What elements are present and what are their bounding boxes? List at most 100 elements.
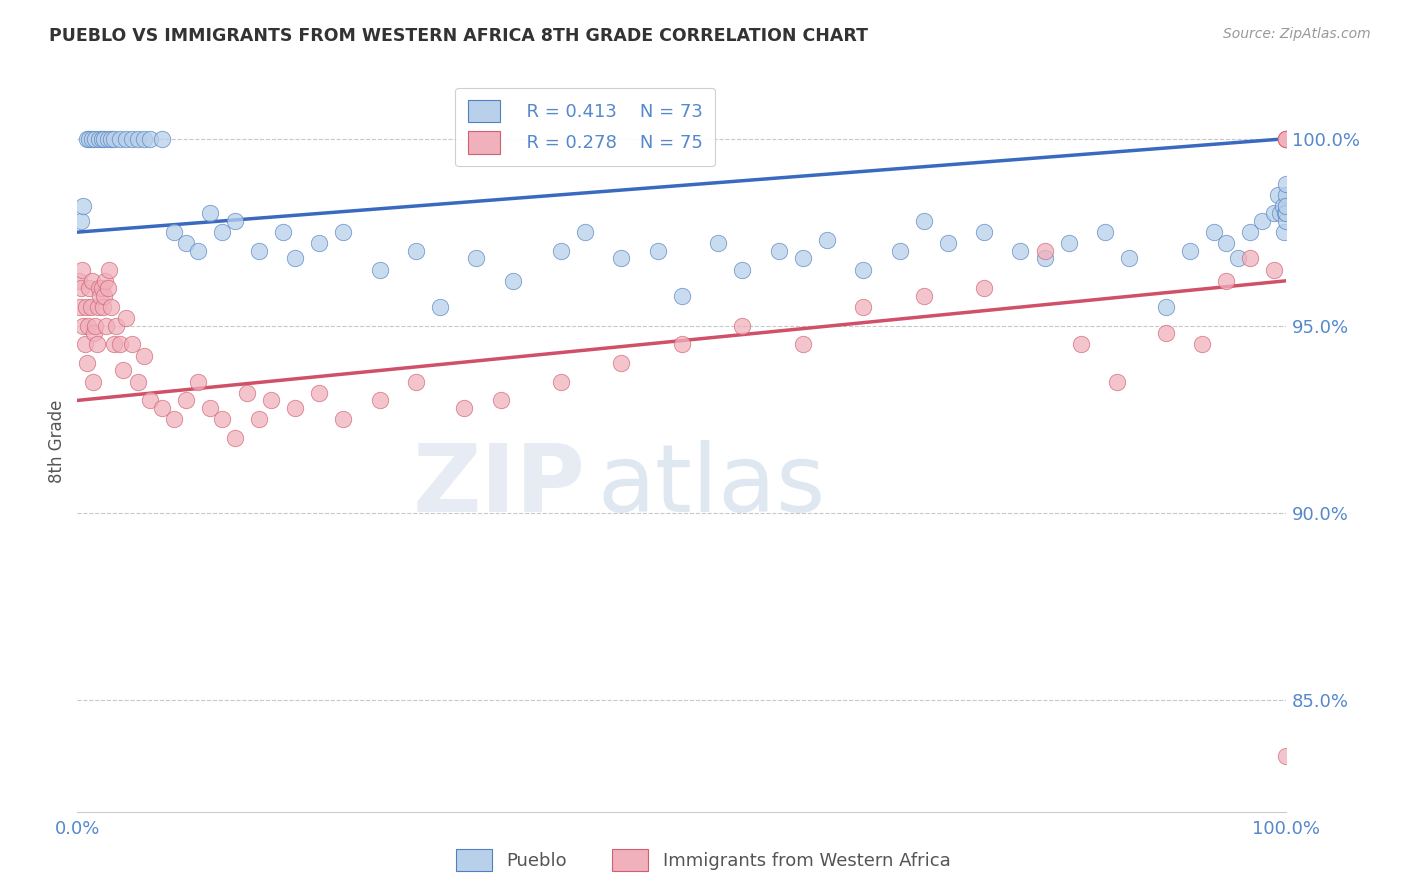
Point bbox=[247, 244, 270, 258]
Point bbox=[731, 318, 754, 333]
Point bbox=[852, 300, 875, 314]
Point bbox=[76, 356, 98, 370]
Point bbox=[87, 281, 110, 295]
Point bbox=[96, 281, 118, 295]
Point bbox=[96, 318, 118, 333]
Point bbox=[1271, 199, 1294, 213]
Point bbox=[707, 236, 730, 251]
Point bbox=[973, 281, 995, 295]
Point bbox=[108, 131, 131, 145]
Point bbox=[93, 289, 115, 303]
Point bbox=[150, 131, 173, 145]
Point bbox=[1094, 225, 1116, 239]
Point bbox=[1154, 300, 1177, 314]
Point bbox=[1070, 337, 1092, 351]
Point bbox=[550, 375, 572, 389]
Legend:   R = 0.413    N = 73,   R = 0.278    N = 75: R = 0.413 N = 73, R = 0.278 N = 75 bbox=[456, 87, 716, 166]
Point bbox=[671, 337, 693, 351]
Point bbox=[1274, 206, 1296, 220]
Point bbox=[973, 225, 995, 239]
Point bbox=[121, 131, 143, 145]
Legend: Pueblo, Immigrants from Western Africa: Pueblo, Immigrants from Western Africa bbox=[449, 842, 957, 879]
Point bbox=[100, 131, 122, 145]
Point bbox=[368, 393, 391, 408]
Point bbox=[72, 318, 94, 333]
Point bbox=[610, 356, 633, 370]
Y-axis label: 8th Grade: 8th Grade bbox=[48, 400, 66, 483]
Point bbox=[1275, 131, 1298, 145]
Point bbox=[671, 289, 693, 303]
Point bbox=[502, 274, 524, 288]
Point bbox=[79, 300, 101, 314]
Point bbox=[103, 131, 125, 145]
Point bbox=[610, 252, 633, 266]
Point bbox=[889, 244, 911, 258]
Point bbox=[1275, 131, 1298, 145]
Point bbox=[489, 393, 512, 408]
Point bbox=[1275, 131, 1298, 145]
Point bbox=[1010, 244, 1032, 258]
Point bbox=[271, 225, 294, 239]
Point bbox=[792, 252, 814, 266]
Point bbox=[84, 318, 107, 333]
Point bbox=[1118, 252, 1140, 266]
Point bbox=[70, 262, 93, 277]
Point bbox=[82, 375, 104, 389]
Point bbox=[235, 386, 257, 401]
Point bbox=[731, 262, 754, 277]
Point bbox=[1057, 236, 1080, 251]
Point bbox=[108, 337, 131, 351]
Point bbox=[574, 225, 596, 239]
Point bbox=[121, 337, 143, 351]
Point bbox=[308, 386, 330, 401]
Point bbox=[163, 225, 186, 239]
Point bbox=[89, 289, 111, 303]
Text: PUEBLO VS IMMIGRANTS FROM WESTERN AFRICA 8TH GRADE CORRELATION CHART: PUEBLO VS IMMIGRANTS FROM WESTERN AFRICA… bbox=[49, 27, 869, 45]
Point bbox=[127, 375, 149, 389]
Point bbox=[1107, 375, 1129, 389]
Point bbox=[100, 300, 122, 314]
Point bbox=[211, 225, 233, 239]
Point bbox=[77, 318, 100, 333]
Point bbox=[1154, 326, 1177, 340]
Point bbox=[453, 401, 475, 415]
Point bbox=[1251, 214, 1274, 228]
Point bbox=[174, 393, 197, 408]
Point bbox=[1275, 214, 1298, 228]
Point bbox=[1270, 206, 1292, 220]
Point bbox=[103, 337, 125, 351]
Point bbox=[84, 131, 107, 145]
Point bbox=[87, 131, 110, 145]
Point bbox=[79, 131, 101, 145]
Point bbox=[1227, 252, 1250, 266]
Text: ZIP: ZIP bbox=[412, 440, 585, 532]
Point bbox=[96, 131, 118, 145]
Point bbox=[67, 274, 90, 288]
Point bbox=[94, 274, 117, 288]
Point bbox=[105, 318, 128, 333]
Point bbox=[260, 393, 283, 408]
Point bbox=[284, 252, 307, 266]
Point bbox=[90, 281, 112, 295]
Point bbox=[200, 206, 222, 220]
Point bbox=[1033, 244, 1056, 258]
Point bbox=[815, 233, 838, 247]
Point bbox=[912, 214, 935, 228]
Point bbox=[90, 131, 112, 145]
Point bbox=[1275, 131, 1298, 145]
Point bbox=[1215, 236, 1237, 251]
Point bbox=[1239, 225, 1261, 239]
Point bbox=[1275, 187, 1298, 202]
Point bbox=[132, 131, 155, 145]
Point bbox=[1239, 252, 1261, 266]
Point bbox=[1267, 187, 1289, 202]
Point bbox=[187, 244, 209, 258]
Point bbox=[211, 412, 233, 426]
Point bbox=[114, 131, 136, 145]
Point bbox=[308, 236, 330, 251]
Point bbox=[852, 262, 875, 277]
Text: atlas: atlas bbox=[598, 440, 825, 532]
Point bbox=[224, 431, 246, 445]
Point bbox=[792, 337, 814, 351]
Point bbox=[1191, 337, 1213, 351]
